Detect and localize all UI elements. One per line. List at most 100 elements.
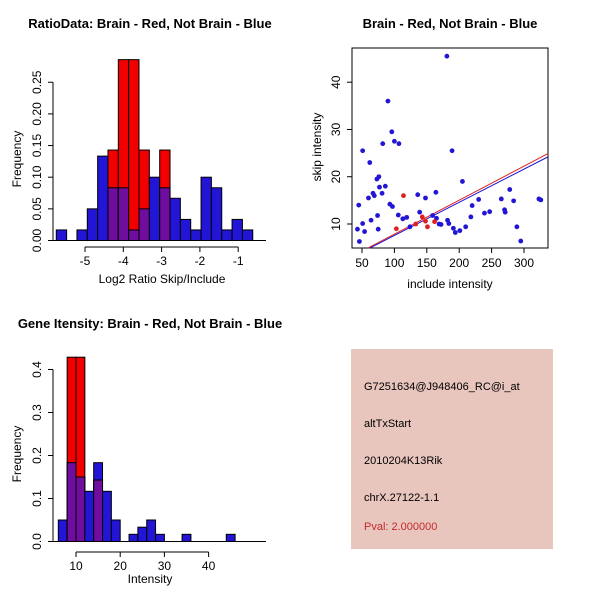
scatter-point	[382, 183, 388, 189]
scatter-point	[468, 214, 474, 220]
y-tick-label: 0.25	[30, 70, 44, 94]
gene-name-text: 2010204K13Rik	[364, 455, 443, 467]
gene-hist-ylabel: Frequency	[10, 425, 24, 483]
scatter-point	[449, 148, 455, 154]
hist-bar-blue	[179, 218, 192, 241]
hist-bar-blue	[146, 519, 157, 542]
scatter-title: Brain - Red, Not Brain - Blue	[362, 16, 538, 31]
scatter-xlabel: include intensity	[407, 277, 493, 291]
x-tick-label: 300	[514, 256, 534, 270]
y-tick-label: 0.3	[30, 404, 44, 421]
scatter-point	[518, 238, 524, 244]
scatter-point	[463, 224, 469, 230]
scatter-point	[460, 179, 465, 184]
scatter-point	[482, 210, 487, 216]
hist-bar-blue	[241, 229, 254, 241]
scatter-point	[366, 195, 371, 201]
scatter-point	[355, 226, 360, 232]
scatter-point	[393, 226, 399, 232]
scatter-point	[371, 193, 377, 199]
x-tick-label: -4	[118, 254, 129, 268]
fit-line	[367, 153, 549, 249]
scatter-point	[476, 197, 482, 202]
scatter-point	[450, 225, 456, 231]
scatter-point	[404, 214, 410, 220]
scatter-point	[400, 216, 406, 222]
scatter-point	[415, 192, 421, 198]
hist-bar-red	[128, 59, 140, 241]
y-tick-label: 10	[329, 217, 343, 231]
y-tick-label: 0.0	[30, 533, 44, 550]
scatter-point	[375, 226, 381, 232]
hist-bar-overlap	[107, 187, 119, 242]
hist-bar-blue	[137, 526, 148, 543]
scatter-point	[390, 204, 395, 209]
x-tick-label: -1	[233, 254, 244, 268]
hist-bar-blue	[57, 519, 68, 542]
hist-bar-blue	[86, 208, 99, 242]
x-tick-label: 250	[482, 256, 502, 270]
y-tick-label: 0.00	[30, 228, 44, 252]
x-tick-label: 40	[202, 559, 216, 573]
scatter-point	[417, 209, 423, 215]
ratio-hist-xlabel: Log2 Ratio Skip/Include	[98, 272, 226, 286]
y-tick-label: 40	[329, 75, 343, 89]
hist-bar-blue	[76, 229, 88, 241]
scatter-point	[487, 209, 493, 215]
x-tick-label: 200	[449, 256, 469, 270]
scatter-point	[430, 213, 436, 218]
hist-bar-blue	[210, 187, 223, 242]
scatter-point	[375, 213, 380, 218]
scatter-point	[379, 190, 385, 196]
scatter-point	[469, 203, 475, 208]
scatter-ylabel: skip intensity	[310, 112, 324, 182]
scatter-point	[498, 196, 504, 202]
x-tick-label: -2	[195, 254, 206, 268]
ratio-hist-ylabel: Frequency	[10, 130, 24, 188]
scatter-point	[401, 193, 406, 199]
x-tick-label: -5	[80, 254, 91, 268]
hist-bar-blue	[102, 490, 112, 542]
scatter-point	[356, 202, 362, 208]
y-tick-label: 0.4	[30, 361, 44, 378]
y-tick-label: 0.2	[30, 447, 44, 464]
hist-bar-blue	[155, 533, 165, 542]
x-tick-label: 30	[158, 559, 172, 573]
scatter-point	[389, 129, 395, 135]
x-tick-label: 150	[417, 256, 437, 270]
scatter-point	[433, 189, 439, 195]
scatter-point	[367, 160, 373, 165]
hist-bar-overlap	[117, 187, 130, 242]
scatter-point	[368, 217, 374, 223]
hist-bar-blue	[84, 490, 95, 542]
y-tick-label: 0.1	[30, 490, 44, 507]
scatter-point	[392, 138, 397, 144]
gene-hist-xlabel: Intensity	[127, 572, 173, 586]
scatter-point	[362, 229, 367, 234]
y-tick-label: 0.10	[30, 165, 44, 189]
scatter-point	[452, 230, 458, 235]
hist-bar-blue	[190, 229, 202, 241]
scatter-point	[423, 218, 428, 224]
hist-bar-blue	[148, 176, 161, 241]
scatter-point	[425, 224, 430, 230]
hist-bar-blue	[200, 176, 212, 241]
scatter-point	[457, 228, 463, 234]
scatter-point	[360, 221, 366, 226]
x-tick-label: 10	[69, 559, 83, 573]
scatter-point	[395, 212, 401, 218]
scatter-point	[407, 224, 413, 230]
hist-bar-blue	[221, 229, 233, 241]
pval-text: Pval: 2.000000	[364, 521, 438, 533]
hist-bar-overlap	[159, 187, 171, 242]
hist-bar-blue	[181, 533, 192, 542]
hist-bar-blue	[231, 218, 243, 241]
hist-bar-blue	[97, 155, 109, 241]
hist-bar-blue	[169, 197, 181, 241]
scatter-point	[360, 148, 366, 154]
hist-bar-blue	[225, 533, 236, 542]
scatter-point	[511, 198, 517, 204]
hist-bar-blue	[55, 229, 68, 241]
scatter-point	[374, 176, 380, 182]
